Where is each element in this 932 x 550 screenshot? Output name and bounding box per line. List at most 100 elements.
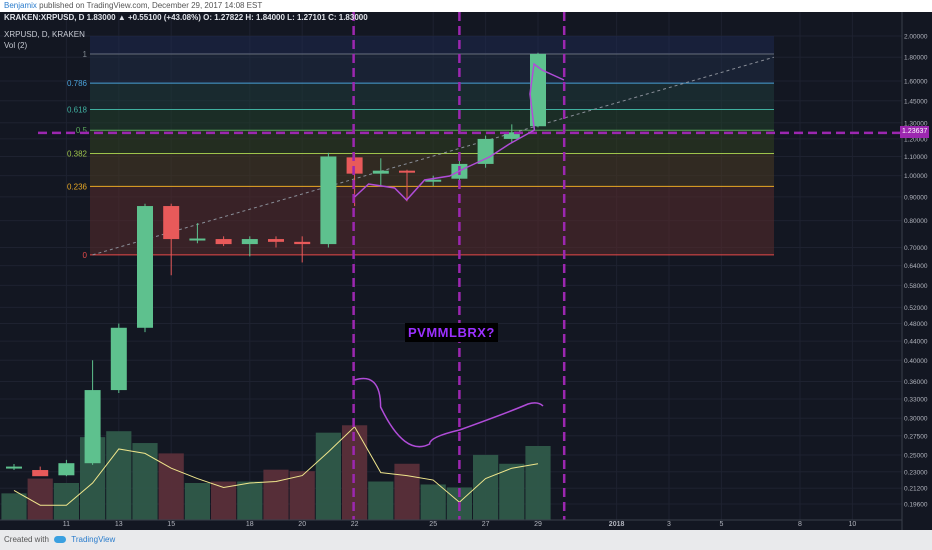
date-axis-label: 2018 — [609, 521, 625, 528]
candle-body — [372, 170, 389, 174]
price-axis-label: 0.52000 — [904, 305, 928, 312]
candle-body — [215, 239, 232, 245]
price-axis-label: 0.70000 — [904, 245, 928, 252]
text-annotation[interactable]: PVMMLBRX? — [405, 323, 498, 342]
price-axis-label: 0.27500 — [904, 433, 928, 440]
volume-bar — [368, 481, 394, 520]
candle-body — [137, 206, 153, 328]
volume-indicator-label[interactable]: Vol (2) — [4, 41, 28, 50]
price-axis-label: 1.45000 — [904, 98, 928, 105]
volume-bar — [420, 484, 446, 520]
symbol-label[interactable]: XRPUSD, D, KRAKEN — [4, 30, 85, 39]
symbol-ohlc-line: KRAKEN:XRPUSD, D 1.83000 ▲ +0.55100 (+43… — [4, 13, 368, 22]
purple-price-curve — [354, 62, 565, 202]
candle-body — [530, 53, 546, 127]
date-axis-label: 3 — [667, 521, 671, 528]
candle-body — [346, 157, 363, 174]
created-with-text: Created with — [4, 535, 49, 544]
candle-body — [189, 238, 206, 241]
price-axis-label: 0.21200 — [904, 486, 928, 493]
price-axis-label: 0.90000 — [904, 194, 928, 201]
price-axis-label: 0.48000 — [904, 321, 928, 328]
fib-band — [90, 130, 774, 154]
volume-bars — [1, 425, 551, 520]
fib-level-label: 1 — [83, 50, 88, 59]
volume-bar — [53, 483, 79, 520]
volume-bar — [315, 432, 341, 520]
date-axis-label: 29 — [534, 521, 542, 528]
candle-body — [320, 156, 337, 245]
price-axis-label: 1.80000 — [904, 55, 928, 62]
candle-body — [268, 239, 284, 242]
purple-markers — [38, 12, 900, 520]
fib-level-label: 0.5 — [76, 126, 88, 135]
candle-body — [163, 206, 180, 240]
volume-bar — [132, 443, 158, 520]
candles — [6, 52, 546, 477]
price-axis-label: 1.00000 — [904, 173, 928, 180]
fib-level-label: 0.786 — [67, 79, 88, 88]
date-axis-label: 5 — [719, 521, 723, 528]
date-axis-label: 10 — [849, 521, 857, 528]
price-axis-bg — [902, 12, 932, 530]
volume-bar — [158, 453, 184, 520]
candle-body — [6, 466, 22, 469]
date-axis-label: 25 — [429, 521, 437, 528]
publish-info: published on TradingView.com, December 2… — [39, 1, 263, 10]
price-axis-label: 0.30000 — [904, 416, 928, 423]
volume-bar — [263, 469, 289, 520]
fibonacci-retracement: 0 0.236 0.382 0.5 0.618 0.786 1 — [67, 36, 774, 260]
fib-extension-band — [90, 36, 774, 54]
chart-area[interactable]: 0 0.236 0.382 0.5 0.618 0.786 1 2.00000 1.80000 1… — [0, 12, 932, 530]
price-axis-label: 0.23000 — [904, 469, 928, 476]
candle-body — [84, 390, 101, 464]
candle-body — [503, 132, 520, 139]
tradingview-logo-icon — [54, 536, 67, 544]
price-axis-label: 0.40000 — [904, 358, 928, 365]
candle-body — [477, 138, 494, 164]
publisher-bar: Benjamix published on TradingView.com, D… — [0, 0, 932, 12]
author-link[interactable]: Benjamix — [4, 1, 37, 10]
tradingview-link[interactable]: TradingView — [71, 535, 116, 544]
price-axis-label: 0.19600 — [904, 502, 928, 509]
fib-band — [90, 109, 774, 131]
date-axis-label: 20 — [298, 521, 306, 528]
fib-band — [90, 186, 774, 255]
candle-body — [32, 470, 49, 477]
fib-level-label: 0.236 — [67, 182, 88, 191]
candle-body — [241, 239, 258, 245]
fib-band — [90, 83, 774, 110]
price-axis-label: 1.30000 — [904, 120, 928, 127]
date-axis-label: 22 — [351, 521, 359, 528]
price-axis-label: 0.36000 — [904, 379, 928, 386]
date-axis-label: 27 — [482, 521, 490, 528]
volume-bar — [499, 463, 525, 520]
fib-band — [90, 53, 774, 84]
price-axis-label: 0.64000 — [904, 263, 928, 270]
price-axis-label: 0.25000 — [904, 452, 928, 459]
candle-body — [399, 170, 415, 173]
candle-body — [294, 241, 311, 245]
price-axis-label: 0.80000 — [904, 218, 928, 225]
volume-bar — [525, 446, 551, 520]
chart-canvas[interactable]: 0 0.236 0.382 0.5 0.618 0.786 1 2.00000 1.80000 1… — [0, 12, 932, 530]
volume-bar — [106, 431, 132, 520]
candle-body — [58, 463, 75, 476]
date-axis-label: 8 — [798, 521, 802, 528]
price-axis-label: 0.33000 — [904, 397, 928, 404]
volume-bar — [473, 454, 499, 520]
date-axis-label: 15 — [167, 521, 175, 528]
volume-ma-line — [13, 425, 539, 506]
price-axis-label: 2.00000 — [904, 34, 928, 41]
volume-bar — [289, 471, 315, 520]
volume-bar — [27, 478, 53, 520]
purple-volume-curve — [354, 377, 544, 448]
price-axis-label: 1.60000 — [904, 78, 928, 85]
trendline — [92, 56, 774, 256]
volume-bar — [1, 493, 27, 520]
date-axis-label: 18 — [246, 521, 254, 528]
fib-level-label: 0 — [83, 251, 88, 260]
price-axis-label: 0.44000 — [904, 339, 928, 346]
candle-body — [110, 327, 127, 391]
volume-bar — [394, 463, 420, 520]
